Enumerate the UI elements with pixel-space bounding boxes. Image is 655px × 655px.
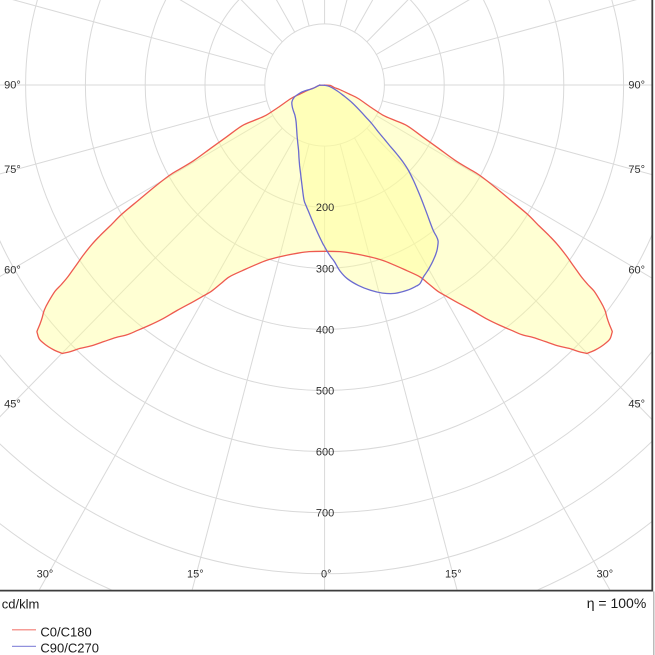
svg-text:C0/C180: C0/C180 bbox=[40, 624, 91, 639]
svg-text:75°: 75° bbox=[4, 164, 21, 176]
svg-text:75°: 75° bbox=[628, 164, 645, 176]
svg-text:cd/klm: cd/klm bbox=[2, 597, 40, 612]
svg-text:200: 200 bbox=[316, 202, 334, 214]
svg-text:15°: 15° bbox=[445, 568, 462, 580]
svg-text:15°: 15° bbox=[187, 568, 204, 580]
svg-text:500: 500 bbox=[316, 386, 334, 398]
svg-text:60°: 60° bbox=[628, 264, 645, 276]
svg-text:45°: 45° bbox=[628, 399, 645, 411]
svg-text:30°: 30° bbox=[596, 568, 613, 580]
svg-text:400: 400 bbox=[316, 324, 334, 336]
svg-text:300: 300 bbox=[316, 263, 334, 275]
svg-text:600: 600 bbox=[316, 447, 334, 459]
svg-text:η = 100%: η = 100% bbox=[587, 595, 647, 611]
svg-text:0°: 0° bbox=[321, 568, 332, 580]
svg-text:45°: 45° bbox=[4, 399, 21, 411]
svg-text:90°: 90° bbox=[4, 79, 21, 91]
svg-text:700: 700 bbox=[316, 508, 334, 520]
svg-text:C90/C270: C90/C270 bbox=[40, 641, 99, 655]
svg-text:60°: 60° bbox=[4, 264, 21, 276]
svg-text:90°: 90° bbox=[628, 79, 645, 91]
svg-text:30°: 30° bbox=[37, 568, 54, 580]
